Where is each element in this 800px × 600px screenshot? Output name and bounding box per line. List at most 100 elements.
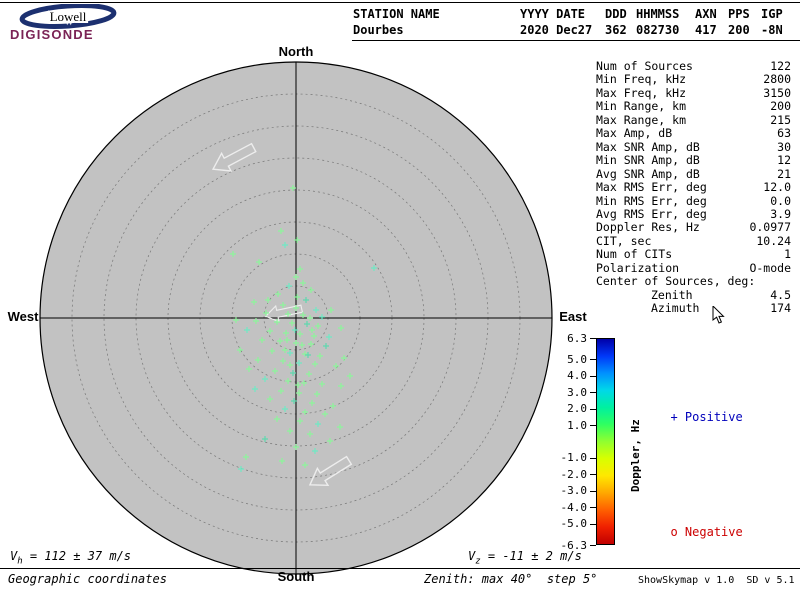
stats-value: 174: [770, 301, 791, 316]
header-col-pps: PPS 200: [728, 6, 761, 38]
source-point: [272, 368, 278, 374]
stats-value: 30: [777, 139, 791, 154]
stats-row: Max Range, km 215: [596, 112, 791, 127]
header-col-value: -8N: [761, 23, 783, 37]
vh-symbol: V: [10, 549, 18, 563]
vh-value: = 112 ± 37 m/s: [22, 549, 132, 563]
stats-row: CIT, sec 10.24: [596, 233, 791, 248]
source-point: [293, 340, 299, 346]
legend-negative: o Negative: [656, 511, 743, 539]
source-point: [282, 406, 288, 412]
source-point: [278, 228, 284, 234]
source-point: [251, 299, 257, 305]
stats-value: O-mode: [749, 260, 791, 275]
source-point: [293, 274, 299, 280]
source-point: [274, 416, 280, 422]
stats-row: Min Range, km 200: [596, 99, 791, 114]
source-point: [305, 352, 311, 358]
header-col-value: 417: [695, 23, 717, 37]
source-point: [309, 400, 315, 406]
source-point: [253, 318, 259, 324]
legend-negative-label: Negative: [684, 525, 743, 539]
coordinates-label: Geographic coordinates: [8, 572, 167, 586]
top-border: [0, 2, 800, 3]
stats-label: Max Range, km: [596, 112, 687, 127]
stats-row: Avg RMS Err, deg 3.9: [596, 206, 791, 221]
vz-symbol: V: [468, 549, 476, 563]
source-point: [300, 280, 306, 286]
source-point: [300, 312, 306, 318]
source-point: [282, 347, 288, 353]
source-point: [299, 342, 305, 348]
source-point: [333, 363, 339, 369]
source-point: [311, 333, 317, 339]
header-col-yyyy-date: YYYY DATE 2020 Dec27: [520, 6, 605, 38]
source-point: [371, 265, 377, 271]
stats-value: 122: [770, 59, 791, 73]
source-point: [282, 242, 288, 248]
source-point: [292, 327, 298, 333]
stats-label: Min Range, km: [596, 99, 687, 114]
vz-value: = -11 ± 2 m/s: [480, 549, 582, 563]
logo-digisonde-text: DIGISONDE: [10, 27, 94, 42]
drift-arrow: [211, 142, 257, 172]
header-col-station-name: STATION NAME Dourbes: [353, 6, 520, 38]
source-point: [243, 454, 249, 460]
source-point: [283, 330, 289, 336]
source-point: [233, 317, 239, 323]
source-point: [323, 343, 329, 349]
header-col-igp: IGP -8N: [761, 6, 798, 38]
stats-row: Max RMS Err, deg 12.0: [596, 180, 791, 195]
stats-row: Max Freq, kHz 3150: [596, 86, 791, 100]
header-col-label: HHMMSS: [636, 7, 680, 21]
source-point: [295, 382, 301, 388]
header-col-value: 082730: [636, 23, 680, 37]
drift-arrow: [308, 455, 353, 487]
stats-value: 0.0: [770, 193, 791, 208]
stats-label: Max Amp, dB: [596, 126, 673, 141]
source-point: [319, 314, 325, 320]
source-point: [294, 237, 300, 243]
header-col-ddd: DDD 362: [605, 6, 636, 38]
source-point: [285, 311, 291, 317]
source-point: [297, 418, 303, 424]
bottom-rule: [0, 568, 800, 569]
stats-label: Zenith: [651, 287, 693, 302]
source-point: [347, 373, 353, 379]
stats-label: Num of Sources: [596, 59, 693, 73]
stats-value: 200: [770, 99, 791, 114]
source-point: [338, 383, 344, 389]
stats-label: Max RMS Err, deg: [596, 180, 707, 195]
stats-row: Polarization O-mode: [596, 260, 791, 275]
source-point: [275, 291, 281, 297]
source-point: [302, 351, 308, 357]
stats-row: Min Freq, kHz 2800: [596, 72, 791, 86]
source-point: [287, 350, 293, 356]
compass-north-label: North: [278, 44, 314, 59]
source-point: [238, 466, 244, 472]
stats-value: 0.0977: [749, 220, 791, 235]
vz-subscript: z: [475, 556, 481, 567]
source-point: [328, 307, 334, 313]
source-point: [308, 287, 314, 293]
version-label: ShowSkymap v 1.0 SD v 5.1: [638, 575, 795, 586]
source-point: [244, 327, 250, 333]
source-point: [337, 424, 343, 430]
header-col-label: AXN: [695, 7, 717, 21]
header-col-label: STATION NAME: [353, 7, 440, 21]
source-point: [291, 398, 297, 404]
source-point: [280, 358, 286, 364]
stats-label: CIT, sec: [596, 233, 652, 248]
source-point: [326, 334, 332, 340]
source-point: [296, 360, 302, 366]
source-point: [285, 378, 291, 384]
logo-lowell-text: Lowell: [50, 9, 87, 24]
stats-label: Max SNR Amp, dB: [596, 139, 700, 154]
stats-value: 63: [777, 126, 791, 141]
doppler-colorbar: [596, 338, 615, 545]
source-point: [322, 411, 328, 417]
stats-row: Num of Sources 122: [596, 59, 791, 73]
source-point: [302, 462, 308, 468]
stats-value: 3.9: [770, 206, 791, 221]
